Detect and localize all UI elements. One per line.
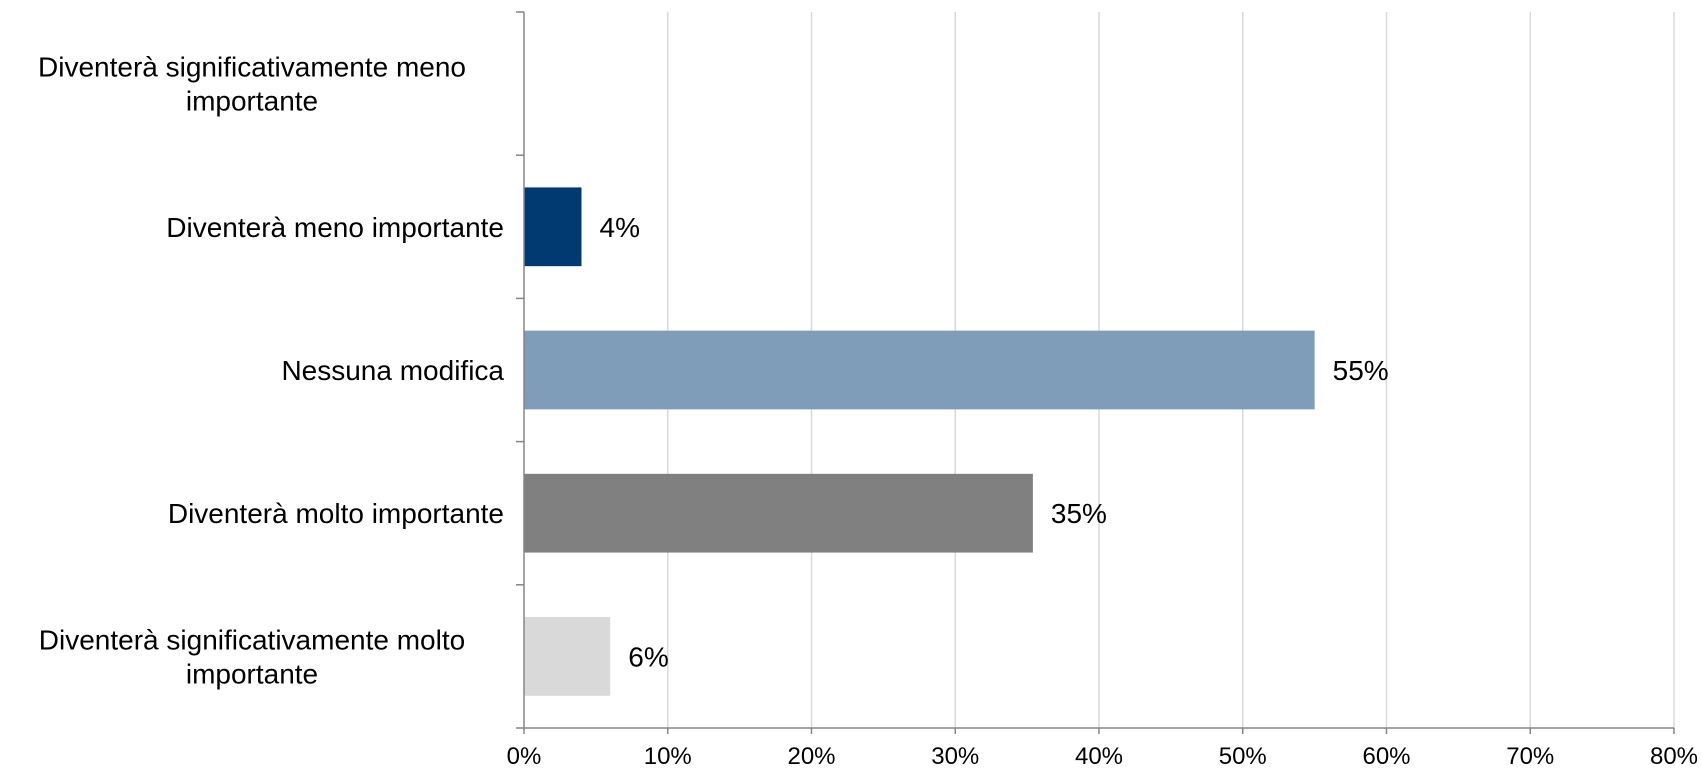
bar [524, 187, 582, 267]
category-label: Diventerà significativamente meno importa… [38, 52, 466, 117]
x-tick-label: 70% [1506, 743, 1554, 770]
category-label: Nessuna modifica [281, 355, 504, 386]
axes [516, 11, 1675, 734]
x-tick-label: 50% [1219, 743, 1267, 770]
category-label: Diventerà meno importante [166, 212, 504, 243]
bar [524, 330, 1315, 410]
bars [524, 187, 1315, 696]
data-label: 55% [1333, 355, 1389, 386]
x-tick-label: 60% [1362, 743, 1410, 770]
x-tick-label: 20% [787, 743, 835, 770]
category-label: Diventerà significativamente molto import… [39, 624, 465, 689]
x-tick-label: 30% [931, 743, 979, 770]
category-labels: Diventerà significativamente meno importa… [38, 52, 504, 690]
x-tick-label: 80% [1650, 743, 1698, 770]
x-tick-label: 0% [507, 743, 542, 770]
data-labels: 4% 55% 35% 6% [600, 212, 1389, 673]
x-tick-label: 10% [644, 743, 692, 770]
x-tick-label: 40% [1075, 743, 1123, 770]
data-label: 4% [600, 212, 640, 243]
category-label: Diventerà molto importante [168, 498, 504, 529]
data-label: 6% [628, 641, 668, 672]
bar [524, 617, 611, 696]
data-label: 35% [1051, 498, 1107, 529]
bar [524, 473, 1033, 553]
x-tick-labels: 0% 10% 20% 30% 40% 50% 60% 70% 80% [507, 743, 1698, 770]
